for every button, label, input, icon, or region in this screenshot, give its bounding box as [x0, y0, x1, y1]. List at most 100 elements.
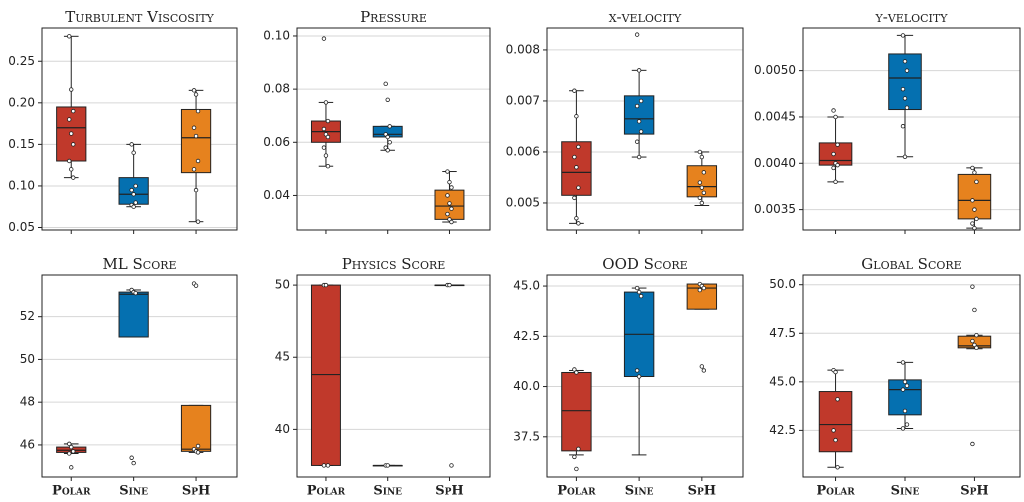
box: [180, 404, 212, 452]
y-tick-label: 50: [275, 278, 290, 292]
data-point: [636, 119, 642, 124]
y-tick-label: 47.5: [769, 326, 796, 340]
y-tick-label: 0.05: [8, 220, 35, 234]
y-tick-label: 40: [275, 422, 290, 436]
y-tick-label: 46: [20, 437, 35, 451]
frame: [296, 27, 491, 231]
y-tick-label: 37.5: [513, 429, 540, 443]
data-point: [697, 149, 703, 155]
data-point: [445, 211, 450, 217]
frame: [546, 27, 744, 231]
y-tick-label: 42.5: [513, 329, 540, 343]
data-point: [835, 465, 840, 470]
data-point: [902, 154, 908, 159]
data-point: [449, 219, 454, 225]
data-point: [129, 187, 134, 193]
data-point: [970, 198, 975, 203]
data-point: [972, 342, 977, 348]
data-point: [67, 158, 72, 164]
data-point: [191, 88, 197, 93]
frame: [802, 27, 1021, 231]
data-point: [697, 287, 703, 293]
y-tick-label: 45.0: [769, 374, 796, 388]
data-point: [447, 201, 452, 206]
data-point: [902, 96, 908, 101]
y-tick-label: 48: [20, 395, 35, 409]
y-tick-label: 0.0040: [754, 156, 796, 170]
x-tick-label: Sine: [625, 484, 654, 499]
data-point: [831, 428, 836, 433]
data-point: [638, 293, 644, 299]
data-point: [449, 463, 454, 468]
data-point: [131, 204, 136, 209]
data-point: [69, 87, 74, 92]
subplot: 0.04 0.06 0.08 0.10 Pressure: [263, 8, 491, 234]
data-point: [576, 144, 581, 150]
data-point: [71, 449, 76, 454]
data-point: [974, 216, 979, 222]
subplot: 46 48 50 52 Polar Sine SpH ML Score: [20, 255, 238, 499]
data-point: [638, 129, 644, 134]
y-tick-label: 45: [275, 350, 290, 364]
data-point: [383, 81, 388, 87]
y-tick-label: 42.5: [769, 423, 796, 437]
data-point: [900, 426, 906, 431]
data-point: [133, 200, 138, 205]
data-point: [323, 153, 329, 158]
subplot: 42.5 45.0 47.5 50.0 Polar Sine SpH Global Score: [769, 255, 1021, 499]
data-point: [191, 125, 197, 130]
data-point: [576, 185, 581, 190]
data-point: [445, 193, 450, 198]
data-point: [900, 387, 906, 392]
y-tick-label: 0.20: [8, 95, 35, 109]
y-tick-label: 0.10: [8, 178, 35, 192]
data-point: [835, 162, 840, 168]
data-point: [387, 124, 392, 129]
data-point: [71, 175, 76, 180]
x-tick-label: SpH: [960, 484, 988, 499]
data-point: [636, 289, 642, 295]
data-point: [69, 465, 74, 470]
data-point: [835, 397, 840, 402]
data-point: [323, 100, 329, 105]
data-point: [576, 221, 581, 226]
data-point: [572, 367, 577, 372]
data-point: [321, 145, 327, 150]
data-point: [900, 33, 906, 38]
x-tick-label: SpH: [435, 484, 463, 499]
data-point: [195, 108, 201, 114]
data-point: [67, 117, 72, 122]
data-point: [387, 140, 392, 145]
data-point: [833, 114, 838, 120]
data-point: [449, 206, 454, 211]
y-tick-label: 50.0: [769, 277, 796, 291]
data-point: [701, 285, 707, 291]
data-point: [831, 165, 836, 171]
y-tick-label: 40.0: [513, 379, 540, 393]
box: [818, 391, 853, 453]
data-point: [325, 164, 331, 169]
data-point: [133, 290, 138, 296]
data-point: [321, 126, 327, 132]
x-tick-label: Sine: [373, 484, 402, 499]
data-point: [634, 368, 640, 373]
y-tick-label: 0.10: [263, 28, 290, 42]
data-point: [69, 167, 74, 172]
frame: [41, 274, 238, 478]
data-point: [193, 92, 199, 97]
data-point: [321, 36, 327, 41]
y-tick-label: 50: [20, 352, 35, 366]
data-point: [699, 154, 705, 160]
data-point: [970, 284, 975, 289]
data-point: [974, 333, 979, 338]
data-point: [572, 454, 577, 460]
chart-title: Physics Score: [342, 255, 446, 273]
y-tick-label: 0.25: [8, 54, 35, 68]
data-point: [445, 169, 450, 174]
y-tick-label: 0.007: [506, 93, 540, 107]
data-point: [71, 108, 76, 114]
data-point: [574, 370, 579, 375]
data-point: [904, 383, 910, 388]
data-point: [572, 195, 577, 201]
y-tick-label: 0.0035: [754, 202, 796, 216]
